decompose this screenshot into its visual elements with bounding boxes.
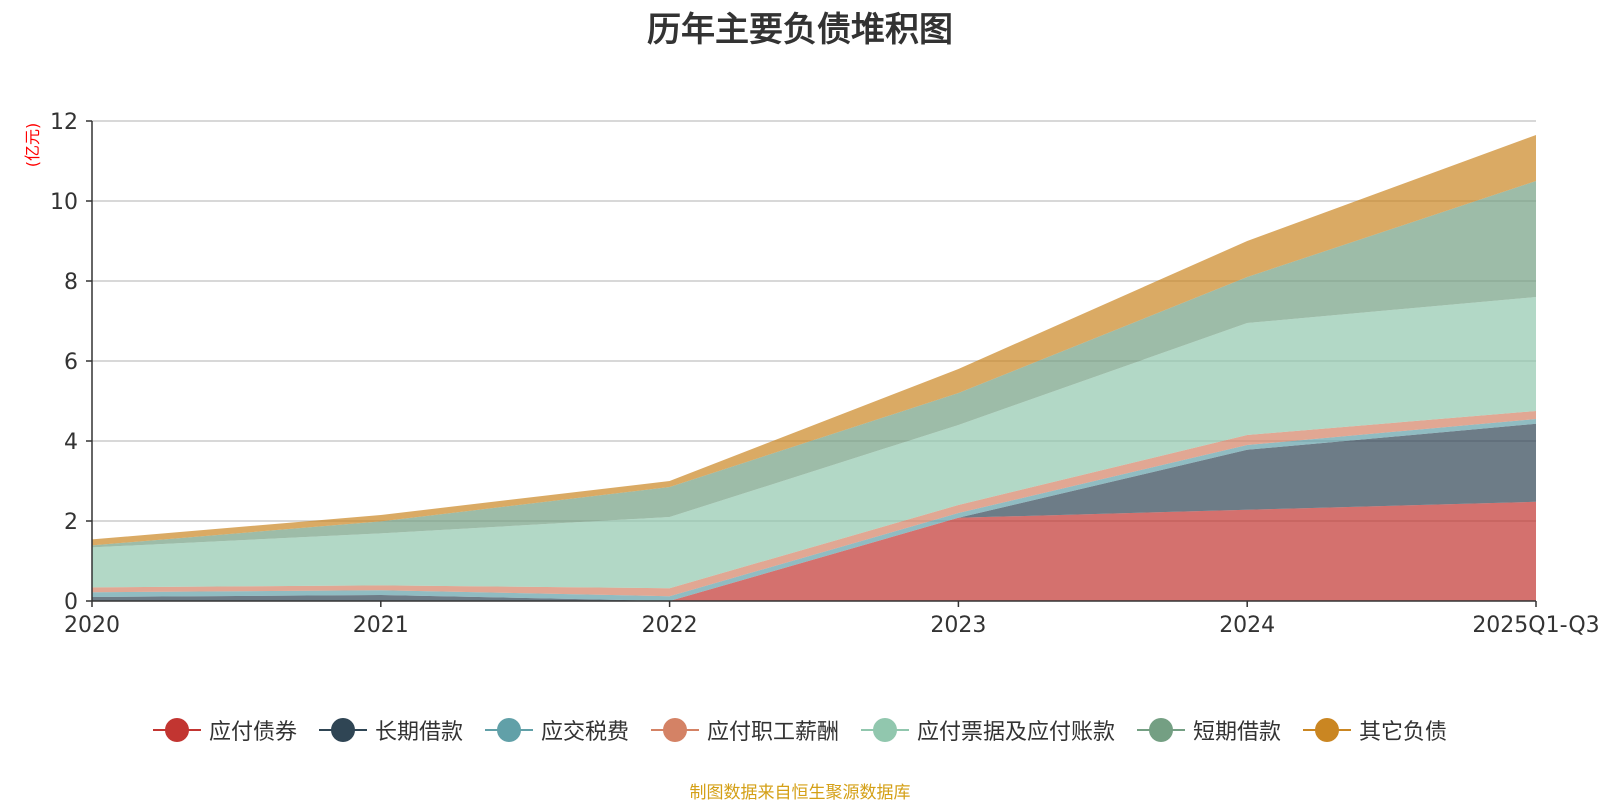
area-series-0[interactable] <box>92 501 1536 601</box>
x-tick-label: 2021 <box>353 613 409 638</box>
source-note: 制图数据来自恒生聚源数据库 <box>689 783 911 803</box>
area-series-2[interactable] <box>92 419 1536 601</box>
chart-title: 历年主要负债堆积图 <box>647 10 953 50</box>
y-tick-label: 0 <box>64 590 78 615</box>
legend-marker-icon <box>861 717 909 743</box>
legend-marker-icon <box>318 717 367 743</box>
legend-item-0[interactable]: 应付债券 <box>152 714 297 746</box>
legend-item-1[interactable]: 长期借款 <box>318 714 463 746</box>
y-tick-label: 8 <box>64 270 78 295</box>
area-series-4[interactable] <box>92 297 1536 589</box>
legend-marker-icon <box>484 717 533 743</box>
y-tick-label: 2 <box>64 510 78 535</box>
legend-item-4[interactable]: 应付票据及应付账款 <box>861 714 1115 746</box>
x-tick-label: 2023 <box>930 613 986 638</box>
legend-label: 长期借款 <box>374 720 463 745</box>
legend-marker-icon <box>152 717 201 743</box>
legend-label: 其它负债 <box>1359 720 1448 745</box>
legend: 应付债券 长期借款 应交税费 应付职工薪酬 应付票据及应付账款 短期借款 其它负债 <box>0 714 1600 746</box>
axis-layer: 0 2 4 6 8 10 12 2020 2021 2022 2023 2024 2025Q1-Q3 <box>50 110 1600 638</box>
x-tick-label: 2022 <box>642 613 698 638</box>
x-tick-label: 2024 <box>1219 613 1275 638</box>
y-tick-label: 10 <box>50 190 78 215</box>
area-series-3[interactable] <box>92 411 1536 597</box>
legend-marker-icon <box>1303 717 1352 743</box>
legend-label: 短期借款 <box>1193 720 1282 745</box>
legend-item-5[interactable]: 短期借款 <box>1137 714 1281 746</box>
y-tick-label: 6 <box>64 350 78 375</box>
legend-label: 应付职工薪酬 <box>706 720 839 745</box>
legend-label: 应付债券 <box>208 720 297 745</box>
legend-item-3[interactable]: 应付职工薪酬 <box>650 714 839 746</box>
area-layer <box>92 135 1536 601</box>
legend-label: 应付票据及应付账款 <box>917 720 1116 745</box>
legend-marker-icon <box>650 717 699 743</box>
x-tick-label: 2025Q1-Q3 <box>1472 613 1599 638</box>
y-tick-label: 12 <box>50 110 78 135</box>
legend-item-2[interactable]: 应交税费 <box>484 714 629 746</box>
legend-label: 应交税费 <box>540 720 629 745</box>
legend-item-6[interactable]: 其它负债 <box>1303 714 1447 746</box>
area-series-1[interactable] <box>92 423 1536 601</box>
x-tick-label: 2020 <box>64 613 120 638</box>
y-tick-label: 4 <box>64 430 78 455</box>
legend-marker-icon <box>1137 717 1186 743</box>
y-axis-label: (亿元) <box>23 123 42 168</box>
